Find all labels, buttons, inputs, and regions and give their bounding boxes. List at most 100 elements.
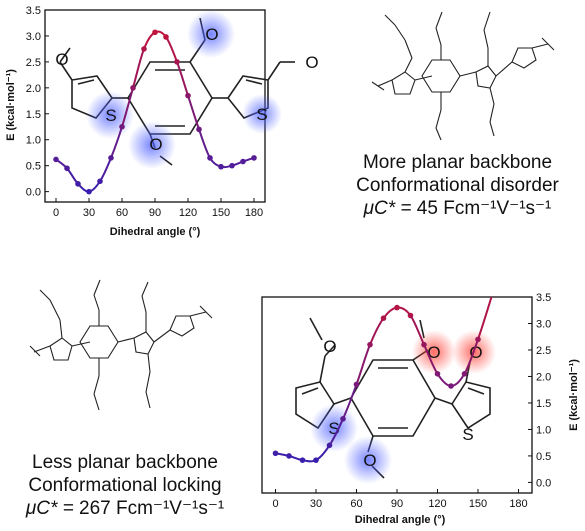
chart-top-series-line-segment	[121, 87, 134, 128]
caption-bottom: Less planar backbone Conformational lock…	[0, 452, 250, 520]
chart-bottom-series	[272, 296, 493, 463]
chart-bottom-axes: 0 30 60 90 120 150 180 0.0 0.5 1.0 1.5 2.0 2.5 3.0 3.5	[272, 292, 551, 510]
chart-bottom-xlabel: Dihedral angle (°)	[355, 514, 446, 526]
chart-top-xlabel: Dihedral angle (°)	[110, 226, 201, 238]
caption-top-mobility-value: 45 Fcm⁻¹V⁻¹s⁻¹	[416, 197, 552, 219]
chart-top-data-point	[163, 34, 169, 40]
caption-top: More planar backbone Conformational diso…	[330, 152, 585, 220]
chart-bottom-x-tick-label: 60	[350, 498, 362, 510]
chart-top-axes: 0 30 60 90 120 150 180 0.0 0.5 1.0 1.5 2.0 2.5 3.0 3.5	[26, 5, 263, 219]
chart-top-data-point	[152, 29, 158, 36]
caption-bottom-mobility: μC* = 267 Fcm⁻¹V⁻¹s⁻¹	[0, 498, 250, 521]
chart-bottom-ylabel: E (kcal·mol⁻¹)	[568, 359, 580, 431]
caption-top-mobility-prefix: μC* =	[363, 197, 417, 219]
chart-bottom-data-point	[299, 457, 306, 463]
chart-bottom-series-line-segment	[355, 344, 371, 385]
chart-top-y-tick-label: 3.0	[26, 31, 41, 43]
caption-bottom-line1: Less planar backbone	[32, 452, 218, 473]
chart-bottom-atom-o: O	[323, 337, 336, 356]
chart-bottom-data-point	[380, 315, 387, 321]
polymer-structure-bottom	[29, 279, 213, 411]
chart-bottom-x-tick-label: 150	[469, 498, 487, 510]
chart-bottom-data-point	[475, 336, 481, 343]
chart-top-atom-o: O	[55, 50, 68, 69]
chart-top-atom-s: S	[105, 106, 116, 125]
chart-top-x-tick-label: 150	[212, 207, 230, 219]
chart-top-o-glow	[128, 121, 176, 169]
caption-top-line1: More planar backbone	[362, 152, 553, 173]
chart-top-data-point	[130, 85, 136, 91]
chart-top-data-point	[218, 163, 224, 170]
chart-top-y-tick-label: 1.0	[26, 135, 41, 147]
polymer-structure-top	[371, 11, 555, 141]
chart-top-structure	[59, 17, 295, 166]
chart-bottom-y-tick-label: 2.0	[536, 371, 551, 383]
chart-top-series	[53, 29, 257, 195]
chart-bottom-x-tick-label: 120	[428, 498, 446, 510]
chart-top-data-point	[229, 162, 235, 169]
caption-bottom-mobility-value: 267 Fcm⁻¹V⁻¹s⁻¹	[79, 497, 225, 519]
chart-bottom-data-point	[448, 383, 454, 389]
chart-top-data-point	[196, 126, 202, 133]
chart-bottom-x-tick-label: 180	[509, 498, 527, 510]
chart-top-data-point	[251, 155, 257, 161]
chart-top-series-line-segment	[198, 129, 211, 159]
chart-bottom: O O O O S S 0 30 60 90 120 150 1800.00.51.01.5…	[261, 292, 580, 526]
caption-bottom-mobility-prefix: μC* =	[25, 497, 80, 519]
chart-bottom-frame	[261, 296, 533, 494]
chart-top-series-line-segment	[99, 157, 112, 182]
chart-bottom-data-point	[434, 371, 441, 377]
chart-bottom-series-line-segment	[342, 384, 358, 420]
chart-bottom-y-tick-label: 0.0	[536, 477, 551, 489]
chart-bottom-series-line-segment	[477, 296, 493, 340]
chart-top-data-point	[108, 155, 114, 161]
chart-top-atom-s: S	[256, 105, 267, 124]
chart-bottom-data-point	[313, 457, 319, 463]
chart-top-y-tick-label: 2.5	[26, 57, 41, 69]
chart-bottom-y-tick-label: 2.5	[536, 345, 551, 357]
chart-bottom-data-point	[272, 450, 279, 457]
chart-top-series-line-segment	[66, 167, 79, 185]
chart-top-data-point	[75, 181, 81, 187]
chart-bottom-x-tick-label: 90	[391, 498, 403, 510]
caption-top-line2: Conformational disorder	[356, 174, 559, 196]
chart-bottom-series-line-segment	[369, 317, 385, 346]
chart-top-s-glow	[242, 94, 282, 134]
chart-top-data-point	[53, 156, 59, 163]
chart-bottom-x-tick-label: 0	[272, 498, 278, 510]
chart-bottom-atom-s: S	[328, 419, 339, 438]
chart-bottom-data-point	[367, 341, 373, 348]
caption-bottom-line2: Conformational locking	[28, 474, 222, 496]
chart-top-series-line-segment	[143, 31, 156, 50]
chart-bottom-data-point	[353, 381, 360, 388]
chart-top-data-point	[119, 123, 125, 130]
chart-top-y-tick-label: 3.5	[26, 5, 41, 17]
chart-top-x-tick-label: 90	[149, 207, 161, 219]
chart-top-y-tick-label: 1.5	[26, 109, 41, 121]
chart-bottom-data-point	[394, 304, 400, 311]
chart-bottom-x-tick-label: 30	[310, 498, 322, 510]
chart-top-x-tick-label: 180	[245, 207, 263, 219]
chart-bottom-y-tick-label: 1.5	[536, 398, 551, 410]
chart-top-data-point	[141, 46, 147, 52]
chart-top-x-tick-label: 30	[83, 207, 95, 219]
chart-top-data-point	[64, 165, 70, 172]
chart-top-ylabel: E (kcal·mol⁻¹)	[5, 69, 17, 141]
chart-top-x-tick-label: 60	[116, 207, 128, 219]
chart-top-y-tick-label: 0.0	[26, 187, 41, 199]
chart-top-x-tick-label: 120	[179, 207, 197, 219]
chart-top-y-tick-label: 2.0	[26, 83, 41, 95]
chart-bottom-data-point	[340, 416, 346, 422]
chart-bottom-s-glow	[310, 404, 358, 452]
chart-top-x-tick-label: 0	[53, 207, 59, 219]
chart-top-series-line-segment	[165, 36, 178, 63]
chart-top-data-point	[185, 92, 191, 99]
chart-top-atom-o: O	[205, 25, 218, 44]
chart-top-y-tick-label: 0.5	[26, 161, 41, 173]
chart-bottom-data-point	[407, 312, 414, 319]
chart-top-atom-o: O	[305, 53, 318, 72]
chart-top-atom-o: O	[149, 135, 162, 154]
chart-top-data-point	[207, 155, 213, 161]
chart-top-data-point	[97, 178, 103, 185]
